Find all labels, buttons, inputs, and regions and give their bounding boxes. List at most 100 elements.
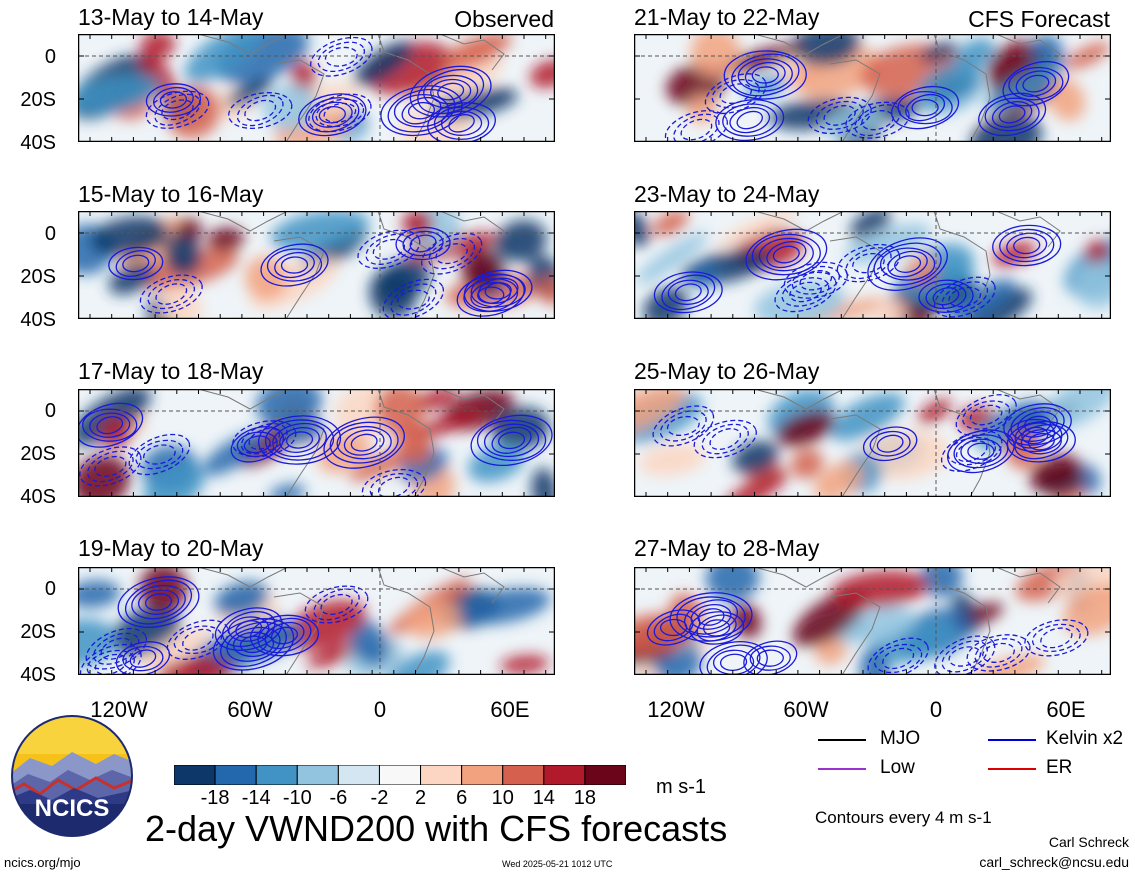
kelvin-contour-negative: [428, 237, 476, 270]
kelvin-contour: [1008, 66, 1064, 101]
map-panel-observed-3: [78, 389, 555, 497]
kelvin-contour: [744, 61, 786, 88]
kelvin-contour: [145, 83, 202, 117]
map-panel-forecast-1: [634, 34, 1111, 142]
kelvin-contour: [448, 113, 475, 133]
kelvin-contour-negative: [236, 94, 284, 127]
kelvin-contour: [430, 78, 472, 105]
panel-title-2: 21-May to 22-May: [634, 4, 820, 30]
wind-anomaly-blob: [139, 55, 176, 99]
kelvin-contour-negative: [87, 450, 134, 483]
map-frame: [78, 211, 555, 319]
wind-anomaly-blob: [369, 267, 418, 319]
kelvin-contour: [257, 415, 342, 465]
kelvin-contour: [737, 58, 793, 92]
wind-anomaly-blob: [227, 77, 273, 108]
wind-anomaly-blob: [873, 298, 908, 319]
kelvin-contour: [221, 611, 276, 648]
wind-anomaly-blob: [1065, 42, 1111, 70]
coastline: [439, 34, 505, 71]
lat-label-0: 0: [44, 400, 56, 422]
lat-label-40s: 40S: [20, 132, 56, 154]
kelvin-contour: [991, 101, 1033, 128]
kelvin-contour: [1006, 232, 1048, 259]
kelvin-contour: [719, 653, 748, 672]
kelvin-contour: [749, 645, 791, 671]
panel-title-8: 27-May to 28-May: [634, 535, 820, 561]
colorbar-units: m s-1: [656, 776, 706, 798]
kelvin-contour: [270, 626, 299, 645]
kelvin-contour: [891, 85, 960, 130]
kelvin-contour-negative: [372, 238, 406, 260]
wind-anomaly-blob: [157, 626, 214, 660]
kelvin-contour: [876, 434, 904, 453]
lat-label-40s: 40S: [20, 664, 56, 686]
colorbar-swatch: [420, 765, 463, 785]
wind-anomaly-blob: [954, 37, 995, 72]
kelvin-contour: [427, 102, 496, 142]
kelvin-contour-negative: [145, 90, 210, 129]
kelvin-contour: [978, 92, 1047, 137]
kelvin-contour: [387, 88, 456, 133]
wind-anomaly-blob: [538, 276, 555, 306]
kelvin-contour-negative: [948, 286, 982, 308]
colorbar-tick-label: -18: [200, 787, 230, 809]
kelvin-contour: [953, 434, 1009, 469]
kelvin-contour: [862, 426, 918, 462]
kelvin-contour-negative: [941, 640, 988, 673]
kelvin-contour: [1010, 407, 1065, 442]
wind-anomaly-blob: [731, 602, 762, 639]
kelvin-contour: [743, 640, 798, 675]
legend-label-mjo: MJO: [880, 728, 921, 749]
kelvin-contour-negative: [982, 642, 1015, 663]
kelvin-contour: [731, 53, 800, 97]
panel-title-7: 19-May to 20-May: [78, 535, 264, 561]
main-title: 2-day VWND200 with CFS forecasts: [145, 808, 728, 849]
kelvin-contour: [1014, 424, 1069, 460]
legend-label-er: ER: [1046, 757, 1073, 778]
kelvin-contour: [1017, 411, 1058, 438]
map-panel-observed-2: [78, 211, 555, 319]
kelvin-contour-negative: [719, 83, 752, 104]
kelvin-contour: [280, 256, 309, 274]
kelvin-contour: [729, 106, 771, 134]
coastline: [995, 389, 1061, 426]
wind-anomaly-blob: [992, 241, 1037, 267]
kelvin-contour: [1003, 403, 1072, 446]
kelvin-contour-negative: [161, 99, 194, 121]
panel-title-6: 25-May to 26-May: [634, 358, 820, 384]
kelvin-contour: [715, 99, 785, 142]
lat-label-0: 0: [44, 223, 56, 245]
kelvin-contour-negative: [309, 36, 373, 77]
contour-note: Contours every 4 m s-1: [815, 808, 992, 827]
kelvin-contour: [758, 237, 814, 272]
coastline: [995, 211, 1061, 248]
lon-label-0: 0: [373, 697, 387, 722]
map-panel-forecast-2: [634, 211, 1111, 319]
coastline: [377, 211, 435, 319]
kelvin-contour: [697, 608, 725, 626]
kelvin-contour-negative: [139, 274, 203, 314]
kelvin-contour-negative: [308, 93, 372, 133]
legend-line-er: [988, 768, 1036, 770]
wind-anomaly-blob: [495, 220, 547, 262]
kelvin-contour: [887, 250, 928, 278]
author-name: Carl Schreck: [1048, 834, 1129, 850]
kelvin-contour-negative: [774, 271, 837, 313]
kelvin-contour: [336, 425, 392, 460]
kelvin-contour-negative: [974, 638, 1023, 668]
map-frame: [634, 567, 1111, 675]
wind-anomaly-blob: [814, 636, 847, 665]
wind-anomaly-blob: [140, 34, 176, 60]
kelvin-contour-negative: [94, 455, 127, 477]
kelvin-contour: [249, 614, 320, 657]
kelvin-contour-negative: [854, 104, 901, 137]
kelvin-contour: [992, 224, 1062, 267]
lon-label-60e: 60E: [490, 697, 530, 722]
kelvin-contour: [82, 408, 138, 442]
coastline: [197, 211, 289, 232]
kelvin-contour-negative: [382, 278, 445, 319]
kelvin-contour: [456, 273, 525, 317]
wind-anomaly-blob: [184, 34, 263, 83]
colorbar-swatch: [584, 765, 626, 785]
